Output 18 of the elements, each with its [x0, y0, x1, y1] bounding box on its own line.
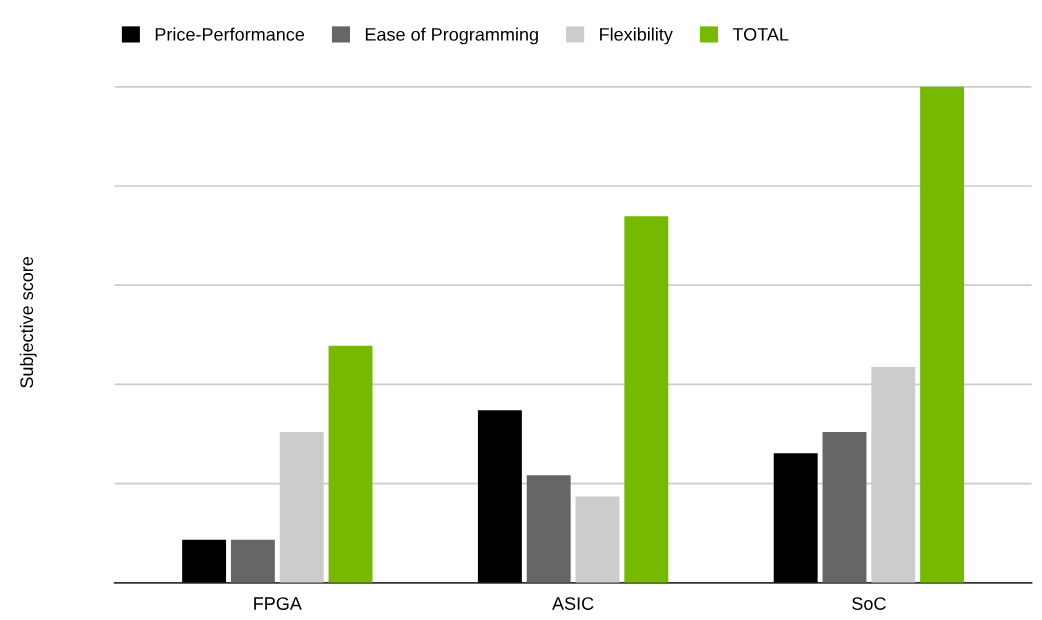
legend-label: Price-Performance [155, 27, 305, 41]
legend-label: Ease of Programming [365, 27, 538, 45]
y-axis-title: Subjective score [19, 256, 37, 388]
bar [230, 539, 275, 583]
bar [575, 496, 620, 583]
legend-label: TOTAL [732, 28, 789, 41]
bar [624, 216, 669, 583]
bar [182, 539, 227, 583]
x-tick-label: SoC [852, 597, 886, 610]
x-tick-label: FPGA [254, 597, 302, 610]
bar [920, 86, 965, 583]
bar [822, 432, 867, 583]
legend-label: Flexibility [600, 27, 673, 45]
bar [773, 453, 818, 583]
x-tick-label: ASIC [552, 597, 594, 610]
bar [477, 410, 522, 583]
bar [328, 345, 373, 583]
bar [526, 475, 571, 583]
